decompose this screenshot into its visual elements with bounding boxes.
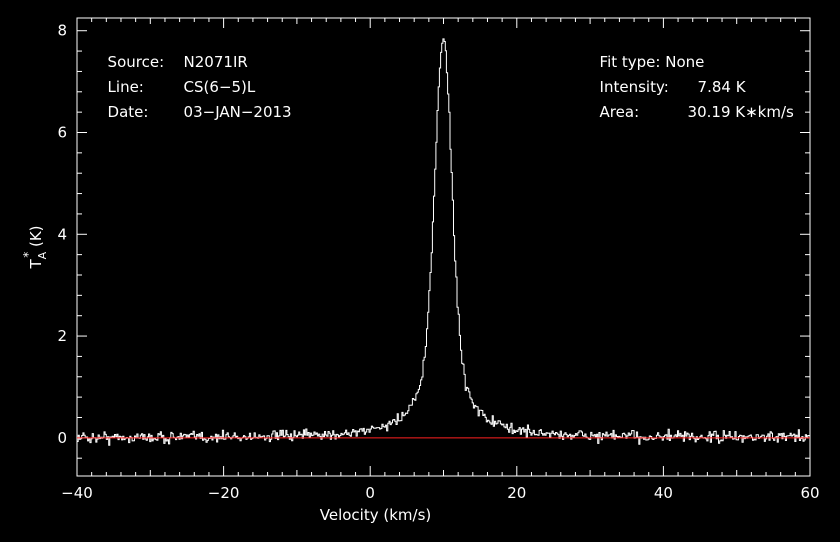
intensity-annotation: Intensity: 7.84 K [590,60,746,96]
fit-value: None [665,53,705,71]
line-label: Line: [107,78,144,96]
y-tick-label: 0 [57,429,67,447]
x-tick-label: −20 [208,484,240,502]
date-annotation: Date: 03−JAN−2013 [98,85,292,121]
area-value: 30.19 K∗km/s [687,103,794,121]
y-tick-label: 6 [57,124,67,142]
x-tick-label: 20 [507,484,526,502]
x-axis-label: Velocity (km/s) [320,506,431,524]
y-tick-label: 2 [57,327,67,345]
x-tick-label: 0 [365,484,375,502]
fit-label: Fit type: [599,53,661,71]
intensity-value: 7.84 K [697,78,746,96]
intensity-label: Intensity: [599,78,669,96]
area-annotation: Area: 30.19 K∗km/s [590,85,794,121]
x-tick-label: 40 [654,484,673,502]
source-annotation: Source: N2071IR [98,35,248,71]
x-tick-label: −40 [61,484,93,502]
spectrum-line [77,38,811,446]
date-value: 03−JAN−2013 [183,103,292,121]
y-axis-label: TA* (K) [21,225,49,269]
line-value: CS(6−5)L [183,78,256,96]
area-label: Area: [599,103,640,121]
y-tick-label: 4 [57,225,67,243]
line-annotation: Line: CS(6−5)L [98,60,256,96]
source-value: N2071IR [183,53,248,71]
fit-annotation: Fit type: None [590,35,705,71]
date-label: Date: [107,103,149,121]
y-tick-label: 8 [57,22,67,40]
x-tick-label: 60 [800,484,819,502]
source-label: Source: [107,53,165,71]
